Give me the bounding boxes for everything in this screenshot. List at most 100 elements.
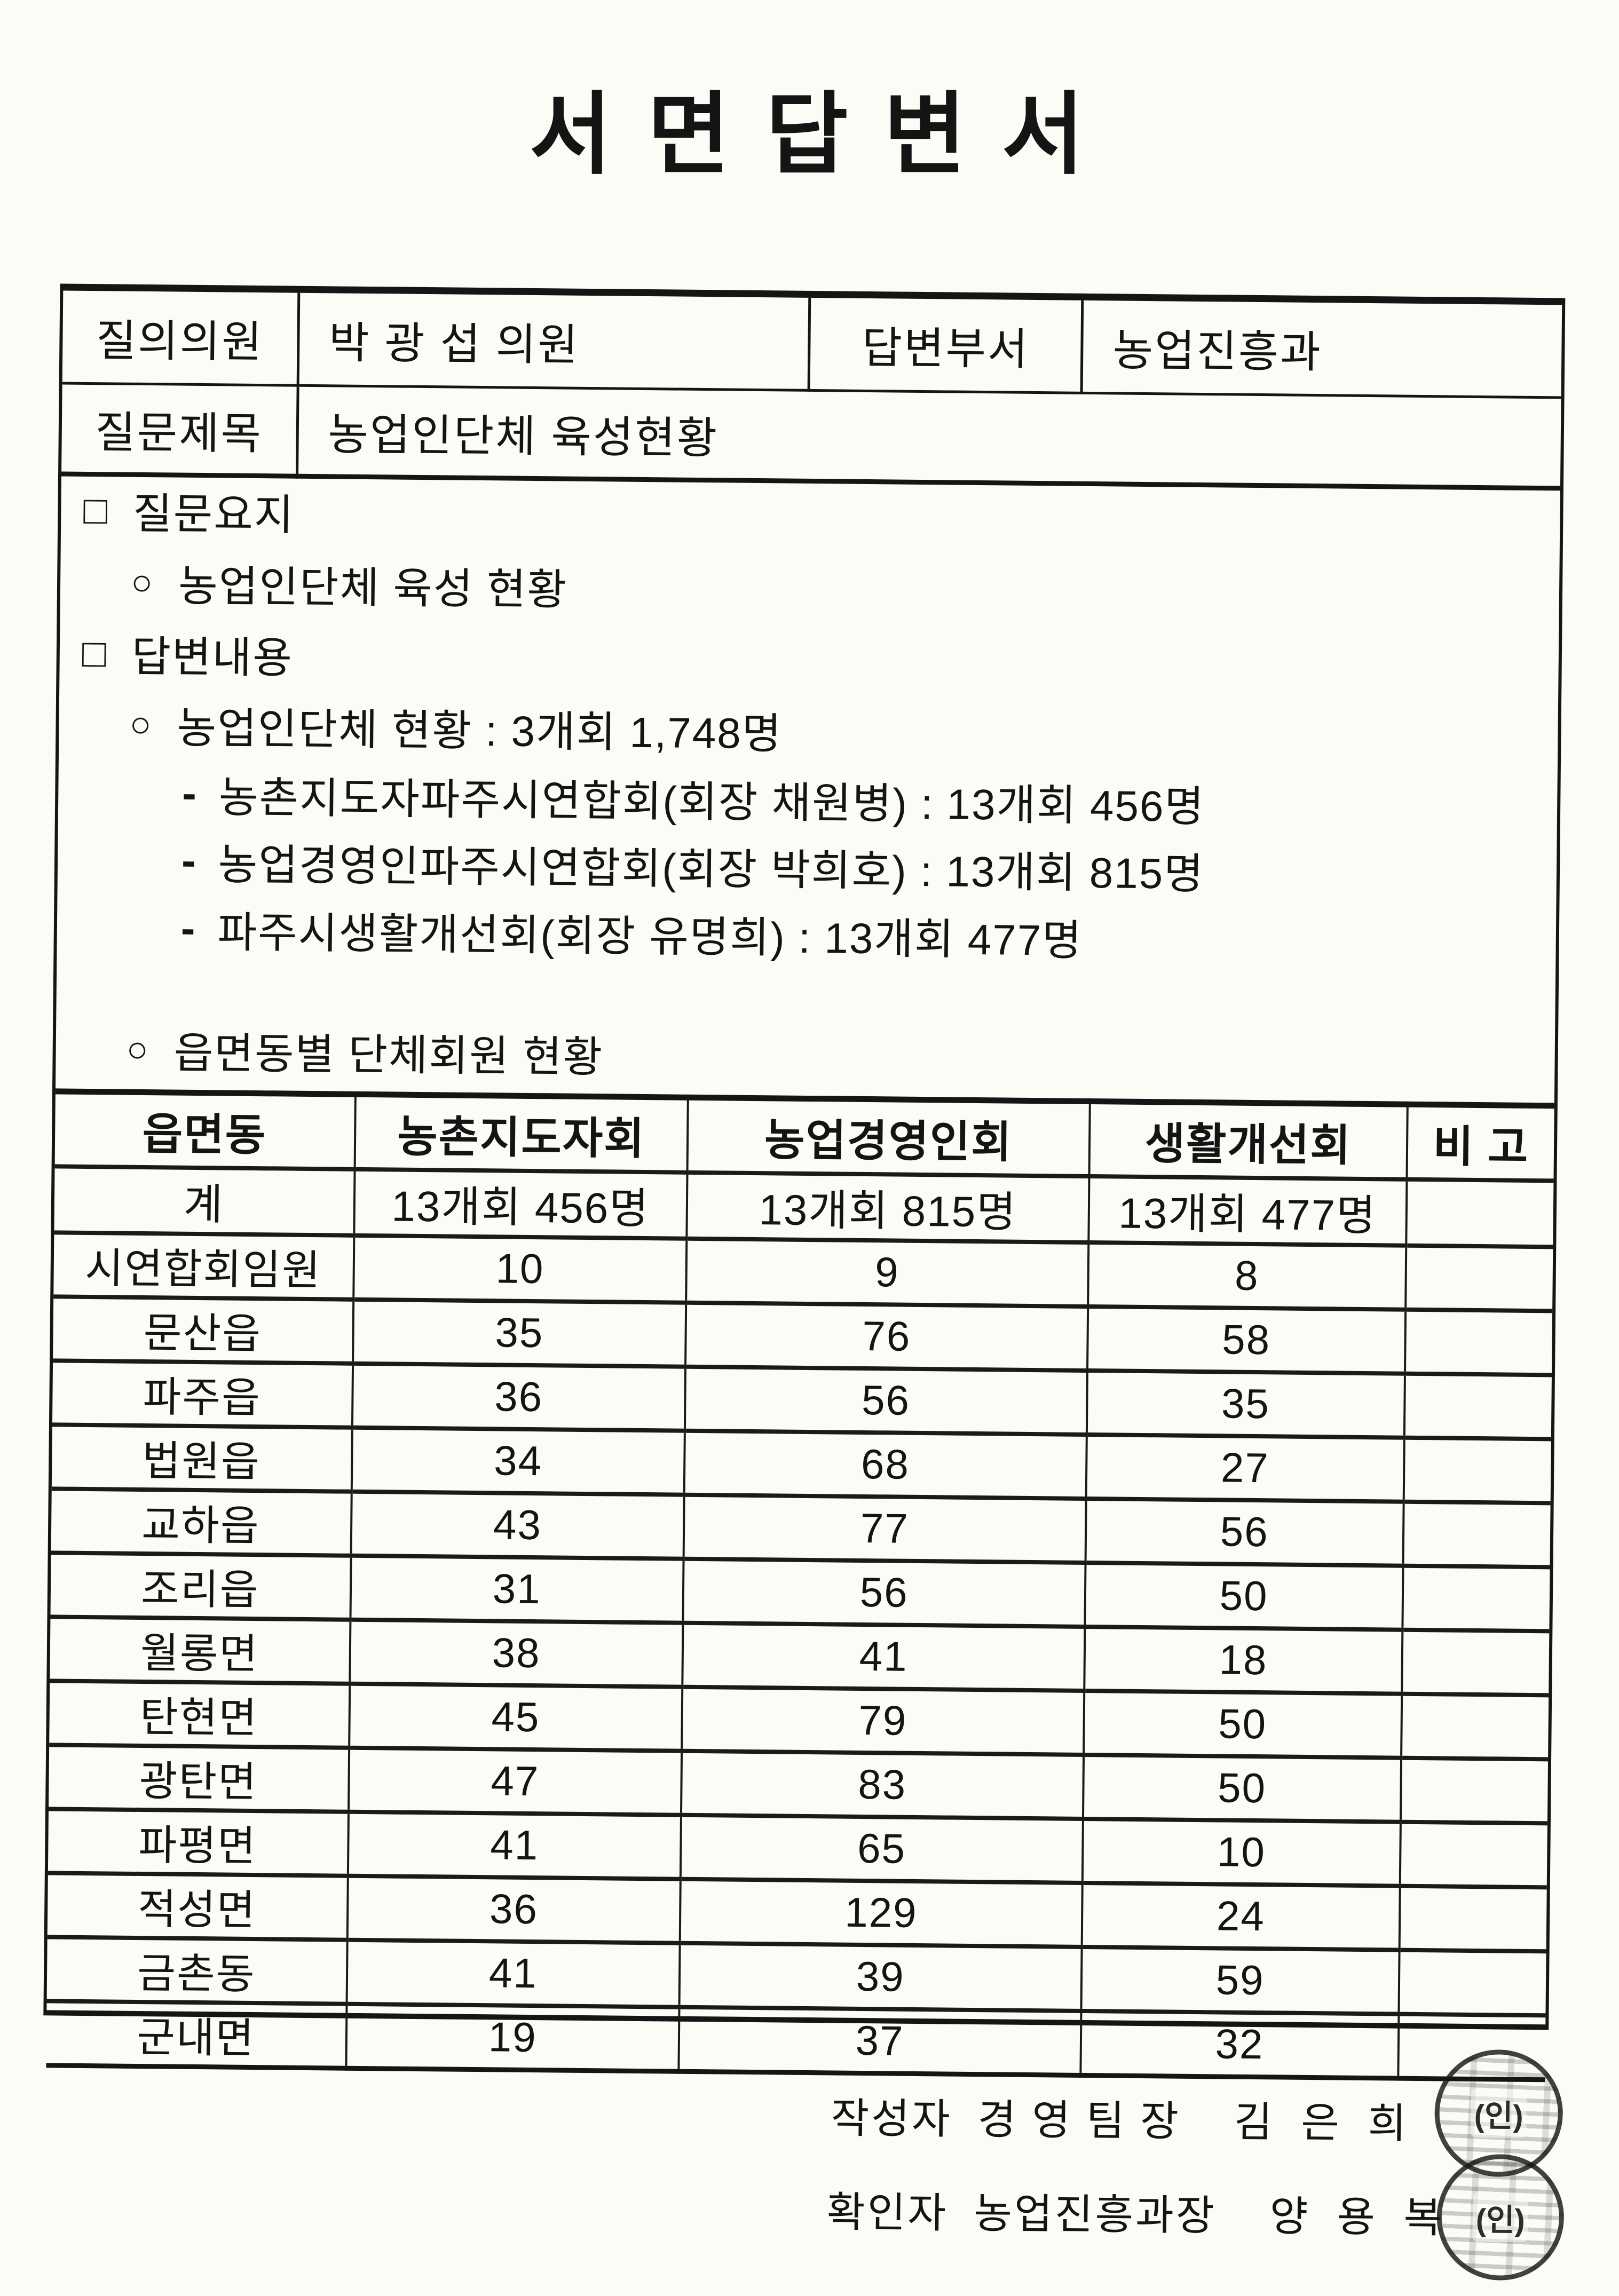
author-name: 김 은 희 xyxy=(1234,2098,1415,2147)
author-job-title: 경 영 팀 장 xyxy=(977,2096,1181,2145)
cell-value: 10 xyxy=(1082,1818,1401,1886)
cell-value: 58 xyxy=(1087,1306,1405,1374)
member-table-heading: ○ 읍면동별 단체회원 현황 xyxy=(126,1018,604,1085)
dash-bullet-icon: - xyxy=(181,769,198,817)
cell-value: 83 xyxy=(681,1751,1084,1819)
document-frame: 질의의원 박 광 섭 의원 답변부서 농업진흥과 질문제목 농업인단체 육성현황… xyxy=(43,283,1566,2082)
answer-item: - 농촌지도자파주시연합회(회장 채원병) : 13개회 456명 xyxy=(182,763,1205,834)
table-row: 군내면 19 37 32 xyxy=(46,2000,1546,2080)
answer-item: - 파주시생활개선회(회장 유명희) : 13개회 477명 xyxy=(180,898,1083,968)
dash-bullet-icon: - xyxy=(180,904,196,952)
confirmer-seal-stamp: (인) xyxy=(1436,2154,1565,2281)
cell-value: 13개회 815명 xyxy=(686,1172,1089,1242)
cell-name: 조리읍 xyxy=(50,1552,351,1620)
header-table: 질의의원 박 광 섭 의원 답변부서 농업진흥과 질문제목 농업인단체 육성현황 xyxy=(61,290,1562,491)
col-life-improvement: 생활개선회 xyxy=(1089,1101,1408,1179)
question-summary-item: ○ 농업인단체 육성 현황 xyxy=(131,551,568,617)
cell-value: 65 xyxy=(680,1815,1083,1883)
questioner-label: 질의의원 xyxy=(62,290,300,387)
answer-item-text: 파주시생활개선회(회장 유명희) : 13개회 477명 xyxy=(217,908,1083,964)
cell-value: 18 xyxy=(1084,1626,1403,1694)
cell-value: 129 xyxy=(680,1879,1083,1947)
cell-note xyxy=(1399,1950,1546,2015)
question-summary-item-text: 농업인단체 육성 현황 xyxy=(178,562,568,614)
cell-value: 19 xyxy=(345,2004,680,2071)
cell-name: 법원읍 xyxy=(51,1424,352,1492)
cell-value: 13개회 477명 xyxy=(1088,1176,1407,1246)
answer-item: - 농업경영인파주시연합회(회장 박희호) : 13개회 815명 xyxy=(181,830,1205,901)
col-note: 비 고 xyxy=(1407,1104,1554,1181)
cell-value: 32 xyxy=(1080,2010,1399,2078)
cell-name: 금촌동 xyxy=(46,1936,348,2004)
confirmer-name: 양 용 복 xyxy=(1269,2192,1451,2242)
cell-value: 9 xyxy=(686,1238,1088,1307)
cell-value: 35 xyxy=(1086,1370,1405,1438)
cell-value: 77 xyxy=(683,1494,1086,1563)
cell-value: 24 xyxy=(1081,1882,1400,1950)
cell-name: 군내면 xyxy=(46,2000,347,2068)
cell-name: 파주읍 xyxy=(52,1360,353,1428)
answer-heading-text: 답변내용 xyxy=(131,632,294,682)
cell-note xyxy=(1403,1501,1551,1567)
cell-name: 교하읍 xyxy=(51,1488,352,1556)
cell-note xyxy=(1401,1693,1549,1759)
answer-item-text: 농업경영인파주시연합회(회장 박희호) : 13개회 815명 xyxy=(218,841,1205,898)
cell-name: 파평면 xyxy=(48,1808,349,1876)
cell-value: 35 xyxy=(352,1299,686,1367)
question-summary-heading: □ 질문요지 xyxy=(83,479,295,543)
cell-note xyxy=(1405,1245,1553,1311)
cell-value: 43 xyxy=(351,1491,684,1559)
cell-name: 탄현면 xyxy=(49,1680,350,1748)
circle-bullet-icon: ○ xyxy=(129,703,153,745)
answer-summary-text: 농업인단체 현황 : 3개회 1,748명 xyxy=(177,704,783,758)
question-summary-heading-text: 질문요지 xyxy=(132,489,295,539)
member-table-heading-text: 읍면동별 단체회원 현황 xyxy=(173,1029,604,1081)
author-line: 작성자 경 영 팀 장 김 은 희 xyxy=(831,2085,1415,2150)
answer-dept-label: 답변부서 xyxy=(810,297,1084,394)
cell-value: 50 xyxy=(1084,1562,1403,1630)
square-bullet-icon: □ xyxy=(83,487,109,532)
cell-value: 39 xyxy=(679,1943,1082,2011)
col-farm-managers: 농업경영인회 xyxy=(687,1097,1090,1176)
answer-dept-name: 농업진흥과 xyxy=(1083,300,1562,399)
cell-value: 36 xyxy=(347,1875,681,1943)
cell-value: 56 xyxy=(684,1366,1087,1435)
cell-value: 10 xyxy=(353,1235,687,1303)
cell-value: 13개회 456명 xyxy=(353,1169,688,1239)
cell-note xyxy=(1402,1629,1550,1695)
circle-bullet-icon: ○ xyxy=(130,561,154,603)
cell-value: 31 xyxy=(350,1555,684,1623)
cell-note xyxy=(1400,1757,1549,1823)
question-title-value: 농업인단체 육성현황 xyxy=(298,386,1561,491)
member-table: 읍면동 농촌지도자회 농업경영인회 생활개선회 비 고 계 13개회 456명 … xyxy=(46,1088,1554,2082)
cell-value: 36 xyxy=(352,1363,686,1431)
cell-value: 68 xyxy=(684,1430,1087,1499)
cell-note xyxy=(1403,1437,1551,1503)
cell-note xyxy=(1406,1179,1554,1247)
cell-value: 45 xyxy=(349,1683,683,1751)
confirmer-job-title: 농업진흥과장 xyxy=(973,2190,1217,2239)
cell-name: 적성면 xyxy=(47,1872,348,1940)
cell-value: 41 xyxy=(682,1622,1085,1691)
cell-note xyxy=(1400,1822,1547,1887)
cell-value: 27 xyxy=(1086,1434,1404,1502)
answer-item-text: 농촌지도자파주시연합회(회장 채원병) : 13개회 456명 xyxy=(218,773,1205,831)
answer-heading: □ 답변내용 xyxy=(82,622,293,686)
answer-summary: ○ 농업인단체 현황 : 3개회 1,748명 xyxy=(129,693,783,762)
cell-value: 76 xyxy=(685,1302,1088,1371)
confirmer-label: 확인자 xyxy=(826,2188,949,2237)
cell-value: 59 xyxy=(1080,1946,1400,2014)
page-title: 서 면 답 변 서 xyxy=(529,84,1090,185)
cell-name: 월롱면 xyxy=(50,1616,351,1684)
col-district: 읍면동 xyxy=(54,1091,356,1169)
cell-value: 37 xyxy=(678,2007,1081,2075)
cell-value: 38 xyxy=(349,1619,683,1687)
cell-value: 50 xyxy=(1083,1690,1402,1758)
confirmer-line: 확인자 농업진흥과장 양 용 복 xyxy=(826,2179,1450,2244)
question-title-label: 질문제목 xyxy=(61,384,299,479)
cell-note xyxy=(1402,1565,1550,1631)
cell-name: 광탄면 xyxy=(49,1744,349,1812)
square-bullet-icon: □ xyxy=(82,630,107,675)
cell-name: 계 xyxy=(54,1166,355,1236)
